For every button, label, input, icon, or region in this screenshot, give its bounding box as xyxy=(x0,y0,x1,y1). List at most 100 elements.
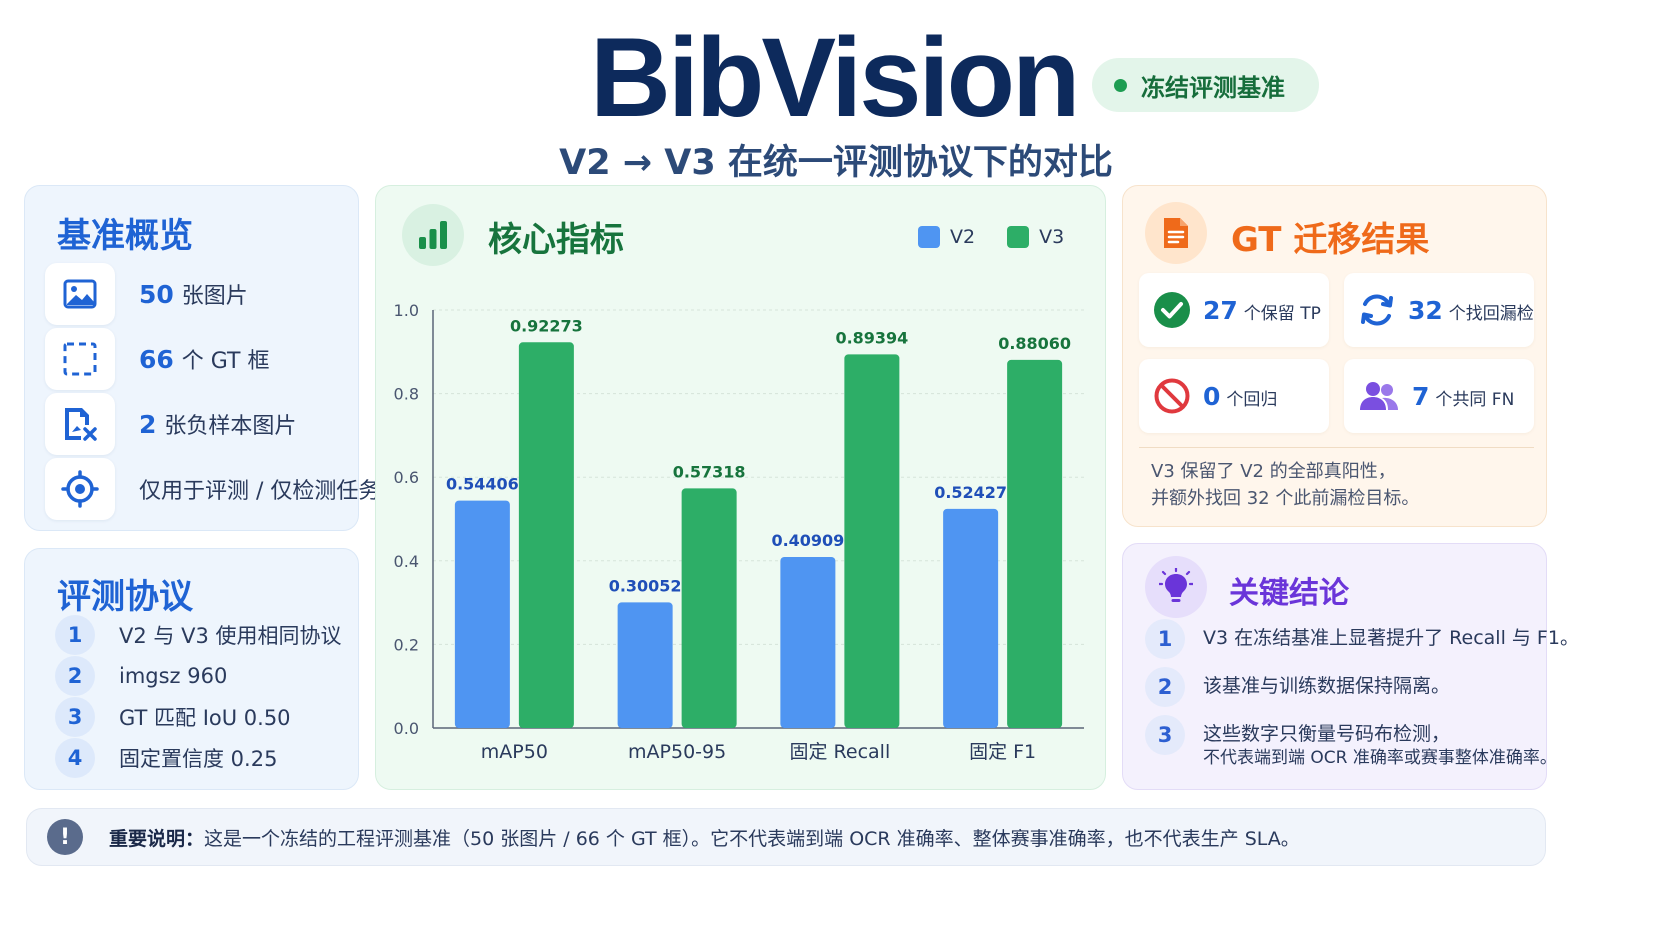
tile-label: 个保留 TP xyxy=(1243,303,1321,324)
note-text: 这是一个冻结的工程评测基准（50 张图片 / 66 个 GT 框）。它不代表端到… xyxy=(204,827,1300,850)
step-number: 2 xyxy=(55,656,95,696)
legend-label-v3: V3 xyxy=(1039,226,1065,248)
important-note: ! 重要说明：这是一个冻结的工程评测基准（50 张图片 / 66 个 GT 框）… xyxy=(26,808,1546,866)
data-label: 0.89394 xyxy=(835,328,908,347)
image-icon xyxy=(45,263,115,325)
y-tick-label: 0.0 xyxy=(394,719,419,738)
conclusion-text: 该基准与训练数据保持隔离。 xyxy=(1203,675,1451,697)
data-label: 0.54406 xyxy=(446,475,519,494)
protocol-title: 评测协议 xyxy=(57,577,193,617)
overview-item: 50 张图片 xyxy=(45,262,385,326)
tile-count: 0 xyxy=(1203,381,1221,411)
target-icon xyxy=(45,458,115,520)
x-tick-label: mAP50-95 xyxy=(628,741,726,763)
tile-count: 7 xyxy=(1412,381,1430,411)
overview-label: 仅用于评测 / 仅检测任务 xyxy=(139,479,381,504)
tile-label: 个回归 xyxy=(1226,389,1278,410)
y-tick-label: 0.8 xyxy=(394,385,419,404)
protocol-text: 固定置信度 0.25 xyxy=(119,747,278,771)
x-tick-label: 固定 F1 xyxy=(969,741,1036,763)
protocol-item: 1 V2 与 V3 使用相同协议 xyxy=(55,615,341,655)
bar-v2 xyxy=(943,508,999,728)
bar-v2 xyxy=(454,500,510,728)
conclusion-text: 这些数字只衡量号码布检测， xyxy=(1203,723,1451,745)
protocol-text: V2 与 V3 使用相同协议 xyxy=(119,624,342,648)
y-tick-label: 0.6 xyxy=(394,468,419,487)
negative-image-icon xyxy=(45,393,115,455)
conclusion-text: V3 在冻结基准上显著提升了 Recall 与 F1。 xyxy=(1203,627,1579,649)
y-tick-label: 0.4 xyxy=(394,552,419,571)
step-number: 4 xyxy=(55,738,95,778)
overview-count: 50 xyxy=(139,280,174,309)
conclusions-card: 关键结论 1 V3 在冻结基准上显著提升了 Recall 与 F1。 2 该基准… xyxy=(1122,543,1579,790)
overview-title: 基准概览 xyxy=(57,216,193,256)
gt-tile-kept-tp: 27 个保留 TP xyxy=(1139,273,1329,347)
y-tick-label: 0.2 xyxy=(394,635,419,654)
ban-icon xyxy=(1154,378,1190,414)
bar-chart: 0.0 0.2 0.4 0.6 0.8 1.0 0.54406 0.92273 mAP50 0.3… xyxy=(394,301,1084,763)
bar-v3 xyxy=(681,488,737,728)
data-label: 0.57318 xyxy=(673,462,746,481)
data-label: 0.52427 xyxy=(934,483,1007,502)
tile-count: 32 xyxy=(1408,295,1443,325)
overview-label: 张图片 xyxy=(181,284,248,309)
lightbulb-icon xyxy=(1145,556,1207,618)
step-number: 3 xyxy=(55,697,95,737)
conclusion-text-line2: 不代表端到端 OCR 准确率或赛事整体准确率。 xyxy=(1203,748,1557,768)
overview-item: 2 张负样本图片 xyxy=(45,392,385,456)
bar-v2 xyxy=(617,602,673,728)
overview-label: 张负样本图片 xyxy=(164,414,297,439)
step-number: 2 xyxy=(1145,667,1185,707)
users-icon xyxy=(1360,382,1398,410)
conclusion-item: 3 这些数字只衡量号码布检测， 不代表端到端 OCR 准确率或赛事整体准确率。 xyxy=(1145,715,1557,770)
document-icon xyxy=(1145,202,1207,264)
step-number: 1 xyxy=(1145,619,1185,659)
status-badge: 冻结评测基准 xyxy=(1092,58,1319,112)
overview-count: 66 xyxy=(139,345,174,374)
bar-v3 xyxy=(1007,359,1063,728)
gt-note-line1: V3 保留了 V2 的全部真阳性， xyxy=(1151,461,1396,482)
metrics-title: 核心指标 xyxy=(488,220,624,260)
divider xyxy=(1139,447,1534,448)
step-number: 1 xyxy=(55,615,95,655)
data-label: 0.40909 xyxy=(771,531,844,550)
protocol-item: 4 固定置信度 0.25 xyxy=(55,738,277,778)
brand-title: BibVision xyxy=(590,15,1080,140)
refresh-icon xyxy=(1361,294,1393,326)
page-subtitle: V2 → V3 在统一评测协议下的对比 xyxy=(559,143,1113,183)
protocol-item: 2 imgsz 960 xyxy=(55,656,227,696)
overview-count: 2 xyxy=(139,410,157,439)
tile-count: 27 xyxy=(1203,295,1238,325)
bar-v3 xyxy=(844,354,900,728)
chart-legend: V2 V3 xyxy=(918,226,1064,248)
check-circle-icon xyxy=(1154,292,1190,328)
protocol-item: 3 GT 匹配 IoU 0.50 xyxy=(55,697,291,737)
data-label: 0.30052 xyxy=(609,576,682,595)
y-tick-label: 1.0 xyxy=(394,301,419,320)
protocol-text: GT 匹配 IoU 0.50 xyxy=(119,706,291,730)
overview-card: 基准概览 50 张图片 66 个 GT 框 2 张负样本图片 仅用于评测 / 仅检测任… xyxy=(24,185,380,531)
bar-chart-icon xyxy=(402,204,464,266)
status-dot-icon xyxy=(1114,78,1127,92)
protocol-text: imgsz 960 xyxy=(119,664,228,688)
x-tick-label: 固定 Recall xyxy=(790,741,891,763)
gt-card: GT 迁移结果 27 个保留 TP 32 个找回漏检 0 个回归 7 个共同 FN V3… xyxy=(1122,185,1547,527)
metrics-card: 核心指标 V2 V3 0.0 0.2 0.4 0.6 0.8 1.0 0.54406 0.92… xyxy=(375,185,1106,790)
note-label: 重要说明： xyxy=(109,827,205,850)
overview-item: 仅用于评测 / 仅检测任务 xyxy=(45,457,385,521)
gt-tile-common-fn: 7 个共同 FN xyxy=(1344,359,1534,433)
badge-label: 冻结评测基准 xyxy=(1141,73,1285,102)
conclusion-item: 1 V3 在冻结基准上显著提升了 Recall 与 F1。 xyxy=(1145,619,1579,659)
overview-label: 个 GT 框 xyxy=(181,349,270,374)
legend-swatch-v3 xyxy=(1007,226,1030,248)
data-label: 0.92273 xyxy=(510,316,583,335)
gt-note-line2: 并额外找回 32 个此前漏检目标。 xyxy=(1151,488,1420,509)
legend-swatch-v2 xyxy=(918,226,940,248)
legend-label-v2: V2 xyxy=(950,226,976,248)
x-tick-label: mAP50 xyxy=(481,741,548,763)
bounding-box-icon xyxy=(45,328,115,390)
step-number: 3 xyxy=(1145,715,1185,755)
bar-v3 xyxy=(518,342,574,728)
protocol-card: 评测协议 1 V2 与 V3 使用相同协议 2 imgsz 960 3 GT 匹… xyxy=(24,548,359,790)
data-label: 0.88060 xyxy=(998,334,1071,353)
